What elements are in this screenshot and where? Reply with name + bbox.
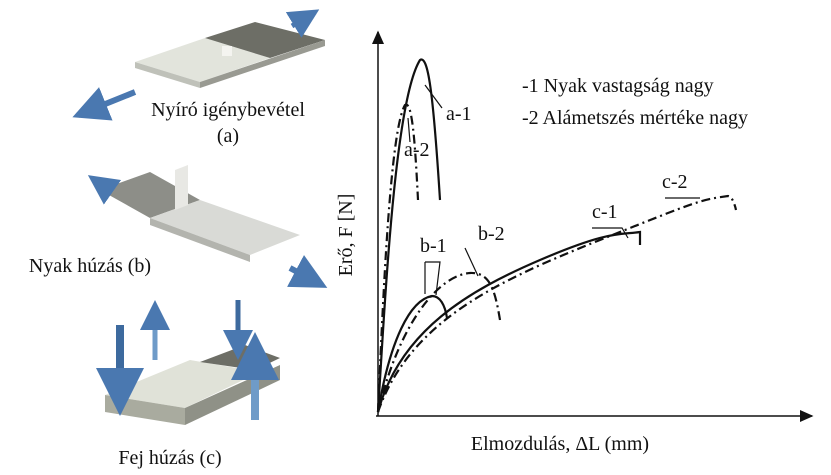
curve-label: b-1 [420, 235, 447, 257]
curve [378, 296, 447, 412]
curve-label: a-2 [404, 139, 430, 161]
legend-entry: -2 Alámetszés mértéke nagy [522, 107, 748, 129]
leader [465, 248, 478, 276]
curve-label: a-1 [446, 103, 472, 125]
curve [378, 232, 640, 412]
legend-entry: -1 Nyak vastagság nagy [522, 75, 714, 97]
y-axis-label: Erő, F [N] [335, 194, 357, 277]
head-title: Fej húzás (c) [118, 447, 221, 469]
curve-label: c-2 [662, 171, 688, 193]
curve-label: b-2 [478, 223, 505, 245]
curve-label: c-1 [592, 201, 618, 223]
figure: Nyíró igénybevétel (a) Nyak húzás (b) Fe… [0, 0, 831, 475]
x-axis-label: Elmozdulás, ΔL (mm) [471, 433, 649, 455]
shear-sub: (a) [217, 125, 239, 147]
curve [378, 196, 736, 412]
shear-title: Nyíró igénybevétel [151, 99, 305, 121]
neck-title: Nyak húzás (b) [29, 255, 151, 277]
head-illustration [105, 300, 280, 425]
